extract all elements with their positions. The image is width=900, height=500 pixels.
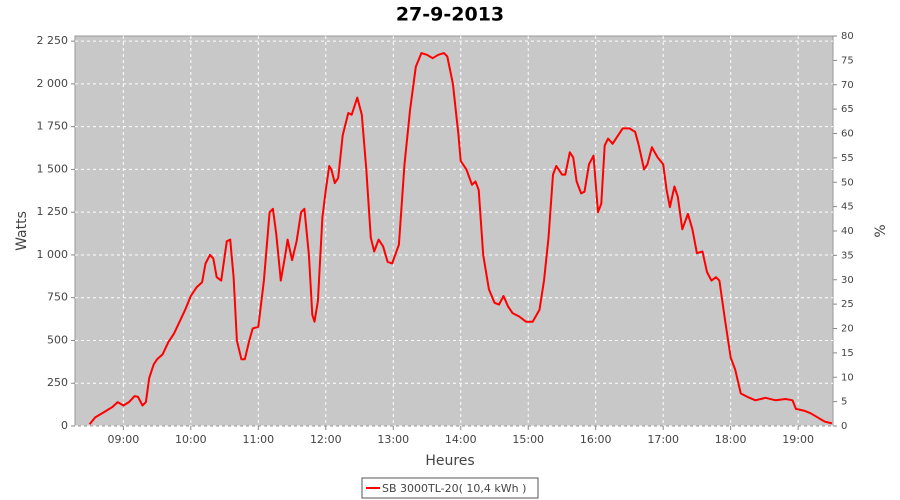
y-tick-label: 0 [61,419,68,432]
y2-tick-label: 5 [841,397,847,408]
chart-title: 27-9-2013 [396,4,504,26]
y2-tick-label: 35 [841,250,854,261]
x-tick-label: 13:00 [377,433,409,446]
y2-tick-label: 10 [841,372,854,383]
y2-tick-label: 75 [841,55,854,66]
y-axis-title: Watts [14,211,30,251]
y-tick-label: 1 750 [37,120,69,133]
data-line [88,52,833,425]
y2-tick-label: 50 [841,177,854,188]
y2-tick-label: 40 [841,226,854,237]
y-tick-label: 2 000 [37,77,69,90]
x-tick-label: 11:00 [242,433,274,446]
y2-tick-label: 60 [841,129,854,140]
y-tick-label: 1 000 [37,248,69,261]
y-tick-label: 250 [47,376,68,389]
y-tick-label: 1 500 [37,162,69,175]
x-tick-label: 10:00 [175,433,207,446]
legend: SB 3000TL-20( 10,4 kWh ) [361,477,539,499]
x-tick-label: 16:00 [580,433,612,446]
y2-tick-label: 45 [841,202,854,213]
y-tick-label: 500 [47,333,68,346]
x-tick-label: 12:00 [310,433,342,446]
legend-label: SB 3000TL-20( 10,4 kWh ) [382,482,526,495]
y2-tick-label: 70 [841,80,854,91]
y-tick-label: 2 250 [37,34,69,47]
y2-tick-label: 0 [841,421,847,432]
y2-tick-label: 20 [841,324,854,335]
y2-tick-label: 30 [841,275,854,286]
y2-tick-label: 15 [841,348,854,359]
x-axis-title: Heures [425,453,474,469]
x-tick-label: 09:00 [108,433,140,446]
x-tick-label: 17:00 [647,433,679,446]
y2-tick-label: 80 [841,31,854,42]
y2-tick-label: 55 [841,153,854,164]
x-tick-label: 18:00 [715,433,747,446]
x-tick-label: 14:00 [445,433,477,446]
y2-axis-title: % [873,224,889,237]
legend-box [361,477,539,499]
y2-tick-label: 65 [841,104,854,115]
x-tick-label: 19:00 [782,433,814,446]
y2-tick-label: 25 [841,299,854,310]
y-tick-label: 750 [47,291,68,304]
x-tick-label: 15:00 [512,433,544,446]
y-tick-label: 1 250 [37,205,69,218]
